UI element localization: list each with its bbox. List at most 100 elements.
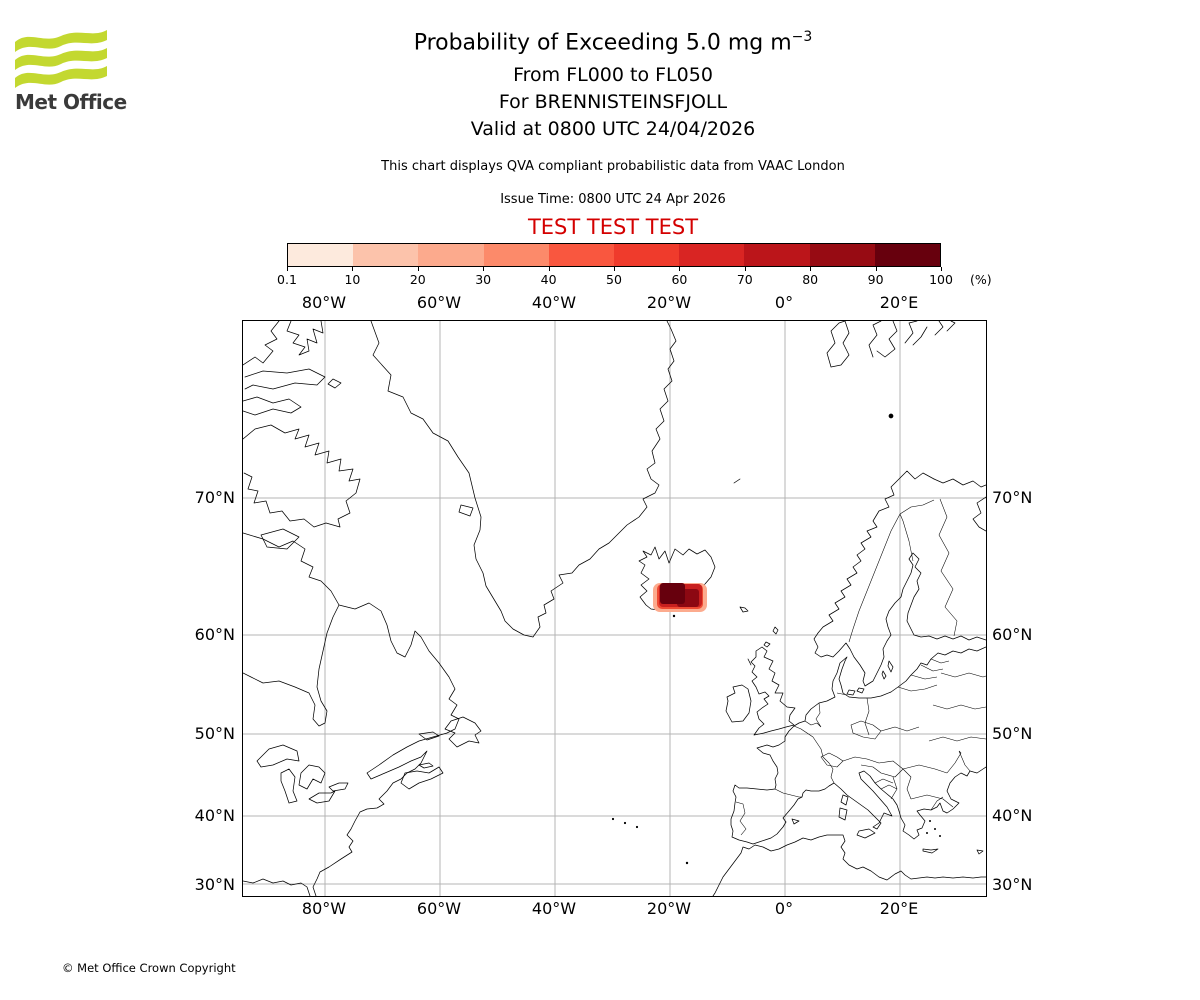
coast-ireland bbox=[725, 684, 752, 723]
colorbar-segments bbox=[287, 243, 941, 267]
lat-label-left-40n: 40°N bbox=[194, 806, 235, 825]
azores-dot bbox=[623, 821, 627, 825]
lon-label-top-20w: 20°W bbox=[646, 293, 692, 312]
lon-label-bottom-20w: 20°W bbox=[646, 899, 692, 918]
colorbar-tick-mark bbox=[614, 267, 615, 271]
coast-vestmannaeyjar bbox=[672, 614, 676, 618]
page-title-text: Probability of Exceeding 5.0 mg m bbox=[413, 30, 792, 56]
issue-time: Issue Time: 0800 UTC 24 Apr 2026 bbox=[500, 192, 726, 207]
coast-faroe-islands bbox=[739, 606, 749, 613]
colorbar-tick-mark bbox=[679, 267, 681, 271]
colorbar-tick-mark bbox=[941, 267, 942, 271]
colorbar-tick-label: 60 bbox=[671, 272, 688, 287]
qva-note: This chart displays QVA compliant probab… bbox=[381, 159, 845, 174]
coast-baffin-island bbox=[242, 424, 361, 528]
test-banner: TEST TEST TEST bbox=[527, 215, 699, 239]
bear-island-dot bbox=[888, 413, 894, 419]
lon-label-top-60w: 60°W bbox=[416, 293, 462, 312]
colorbar-tick-mark bbox=[810, 267, 812, 271]
coast-disko-island bbox=[458, 504, 474, 517]
page-title: Probability of Exceeding 5.0 mg m−3 bbox=[13, 29, 1200, 55]
map-canvas bbox=[242, 320, 987, 897]
colorbar-tick-label: 0.1 bbox=[277, 272, 297, 287]
colorbar-tick-mark bbox=[548, 267, 550, 271]
coast-arctic-islands bbox=[242, 320, 342, 416]
coast-greenland bbox=[370, 320, 677, 638]
lon-label-bottom-40w: 40°W bbox=[531, 899, 577, 918]
aegean-island-dot bbox=[929, 820, 931, 822]
lon-label-bottom-0: 0° bbox=[774, 899, 794, 918]
lat-label-left-30n: 30°N bbox=[194, 875, 235, 894]
lon-label-bottom-60w: 60°W bbox=[416, 899, 462, 918]
graticule bbox=[243, 321, 986, 896]
met-office-logo-text: Met Office bbox=[15, 90, 127, 114]
ash-prob-core-cell bbox=[660, 583, 685, 604]
coast-hudson-bay bbox=[242, 604, 340, 727]
coast-gulf-of-mexico bbox=[242, 878, 311, 897]
coast-nova-scotia bbox=[400, 762, 444, 790]
coast-newfoundland bbox=[444, 716, 482, 748]
lon-label-top-40w: 40°W bbox=[531, 293, 577, 312]
coast-med-islands bbox=[791, 794, 984, 855]
colorbar-tick-label: 90 bbox=[867, 272, 884, 287]
colorbar-segment bbox=[353, 244, 419, 266]
colorbar-tick-mark bbox=[744, 267, 746, 271]
subtitle-valid-time: Valid at 0800 UTC 24/04/2026 bbox=[470, 118, 756, 140]
colorbar-segment bbox=[288, 244, 354, 266]
coast-north-america bbox=[242, 532, 460, 897]
colorbar-tick-label: 10 bbox=[344, 272, 361, 287]
country-borders bbox=[735, 498, 987, 836]
colorbar-segment bbox=[809, 244, 875, 266]
coast-great-lakes bbox=[256, 744, 349, 804]
colorbar-segment bbox=[744, 244, 810, 266]
colorbar-segment bbox=[548, 244, 615, 266]
colorbar-tick-label: 70 bbox=[736, 272, 753, 287]
colorbar-unit: (%) bbox=[970, 272, 992, 287]
coast-great-britain bbox=[750, 646, 796, 736]
coastlines bbox=[242, 320, 987, 897]
madeira-dot bbox=[685, 861, 689, 865]
colorbar-segment bbox=[874, 244, 941, 266]
colorbar-segment bbox=[679, 244, 745, 266]
ash-probability-field bbox=[653, 583, 707, 612]
colorbar-tick-label: 20 bbox=[409, 272, 426, 287]
lat-label-right-40n: 40°N bbox=[992, 806, 1033, 825]
colorbar-segment bbox=[614, 244, 680, 266]
azores-dot bbox=[611, 817, 615, 821]
coast-scandinavia bbox=[813, 470, 987, 687]
coast-europe-mainland bbox=[730, 725, 987, 845]
lat-label-left-70n: 70°N bbox=[194, 488, 235, 507]
colorbar-tick-mark bbox=[417, 267, 419, 271]
lat-label-left-60n: 60°N bbox=[194, 625, 235, 644]
met-office-logo-waves bbox=[15, 30, 107, 88]
colorbar-tick-label: 40 bbox=[540, 272, 557, 287]
colorbar-tick-label: 80 bbox=[802, 272, 819, 287]
azores-dot bbox=[635, 825, 639, 829]
colorbar-tick-mark bbox=[287, 267, 288, 271]
coast-danish-islands bbox=[846, 660, 894, 696]
colorbar-segment bbox=[483, 244, 549, 266]
met-office-logo: Met Office bbox=[15, 28, 135, 118]
colorbar: 0.1 10 20 30 40 50 60 70 80 90 100 (%) bbox=[277, 243, 992, 287]
coast-anticosti bbox=[418, 731, 440, 741]
coast-kola-white-sea bbox=[933, 478, 987, 532]
lat-label-right-30n: 30°N bbox=[992, 875, 1033, 894]
colorbar-segment bbox=[418, 244, 484, 266]
colorbar-tick-label: 50 bbox=[606, 272, 622, 287]
lon-label-top-80w: 80°W bbox=[301, 293, 347, 312]
colorbar-tick-mark bbox=[352, 267, 354, 271]
lat-label-left-50n: 50°N bbox=[194, 724, 235, 743]
coast-shetland bbox=[747, 626, 779, 666]
aegean-island-dot bbox=[939, 835, 941, 837]
colorbar-tick-label: 100 bbox=[929, 272, 953, 287]
coast-svalbard bbox=[826, 320, 956, 368]
map-frame bbox=[242, 320, 987, 897]
aegean-island-dot bbox=[934, 828, 936, 830]
lon-label-top-20e: 20°E bbox=[879, 293, 919, 312]
page-title-superscript: −3 bbox=[791, 29, 813, 45]
subtitle-volcano: For BRENNISTEINSFJOLL bbox=[498, 91, 728, 113]
coast-baltic-south bbox=[793, 646, 987, 727]
colorbar-tick-mark bbox=[483, 267, 485, 271]
subtitle-flight-levels: From FL000 to FL050 bbox=[513, 64, 713, 86]
lat-label-right-60n: 60°N bbox=[992, 625, 1033, 644]
